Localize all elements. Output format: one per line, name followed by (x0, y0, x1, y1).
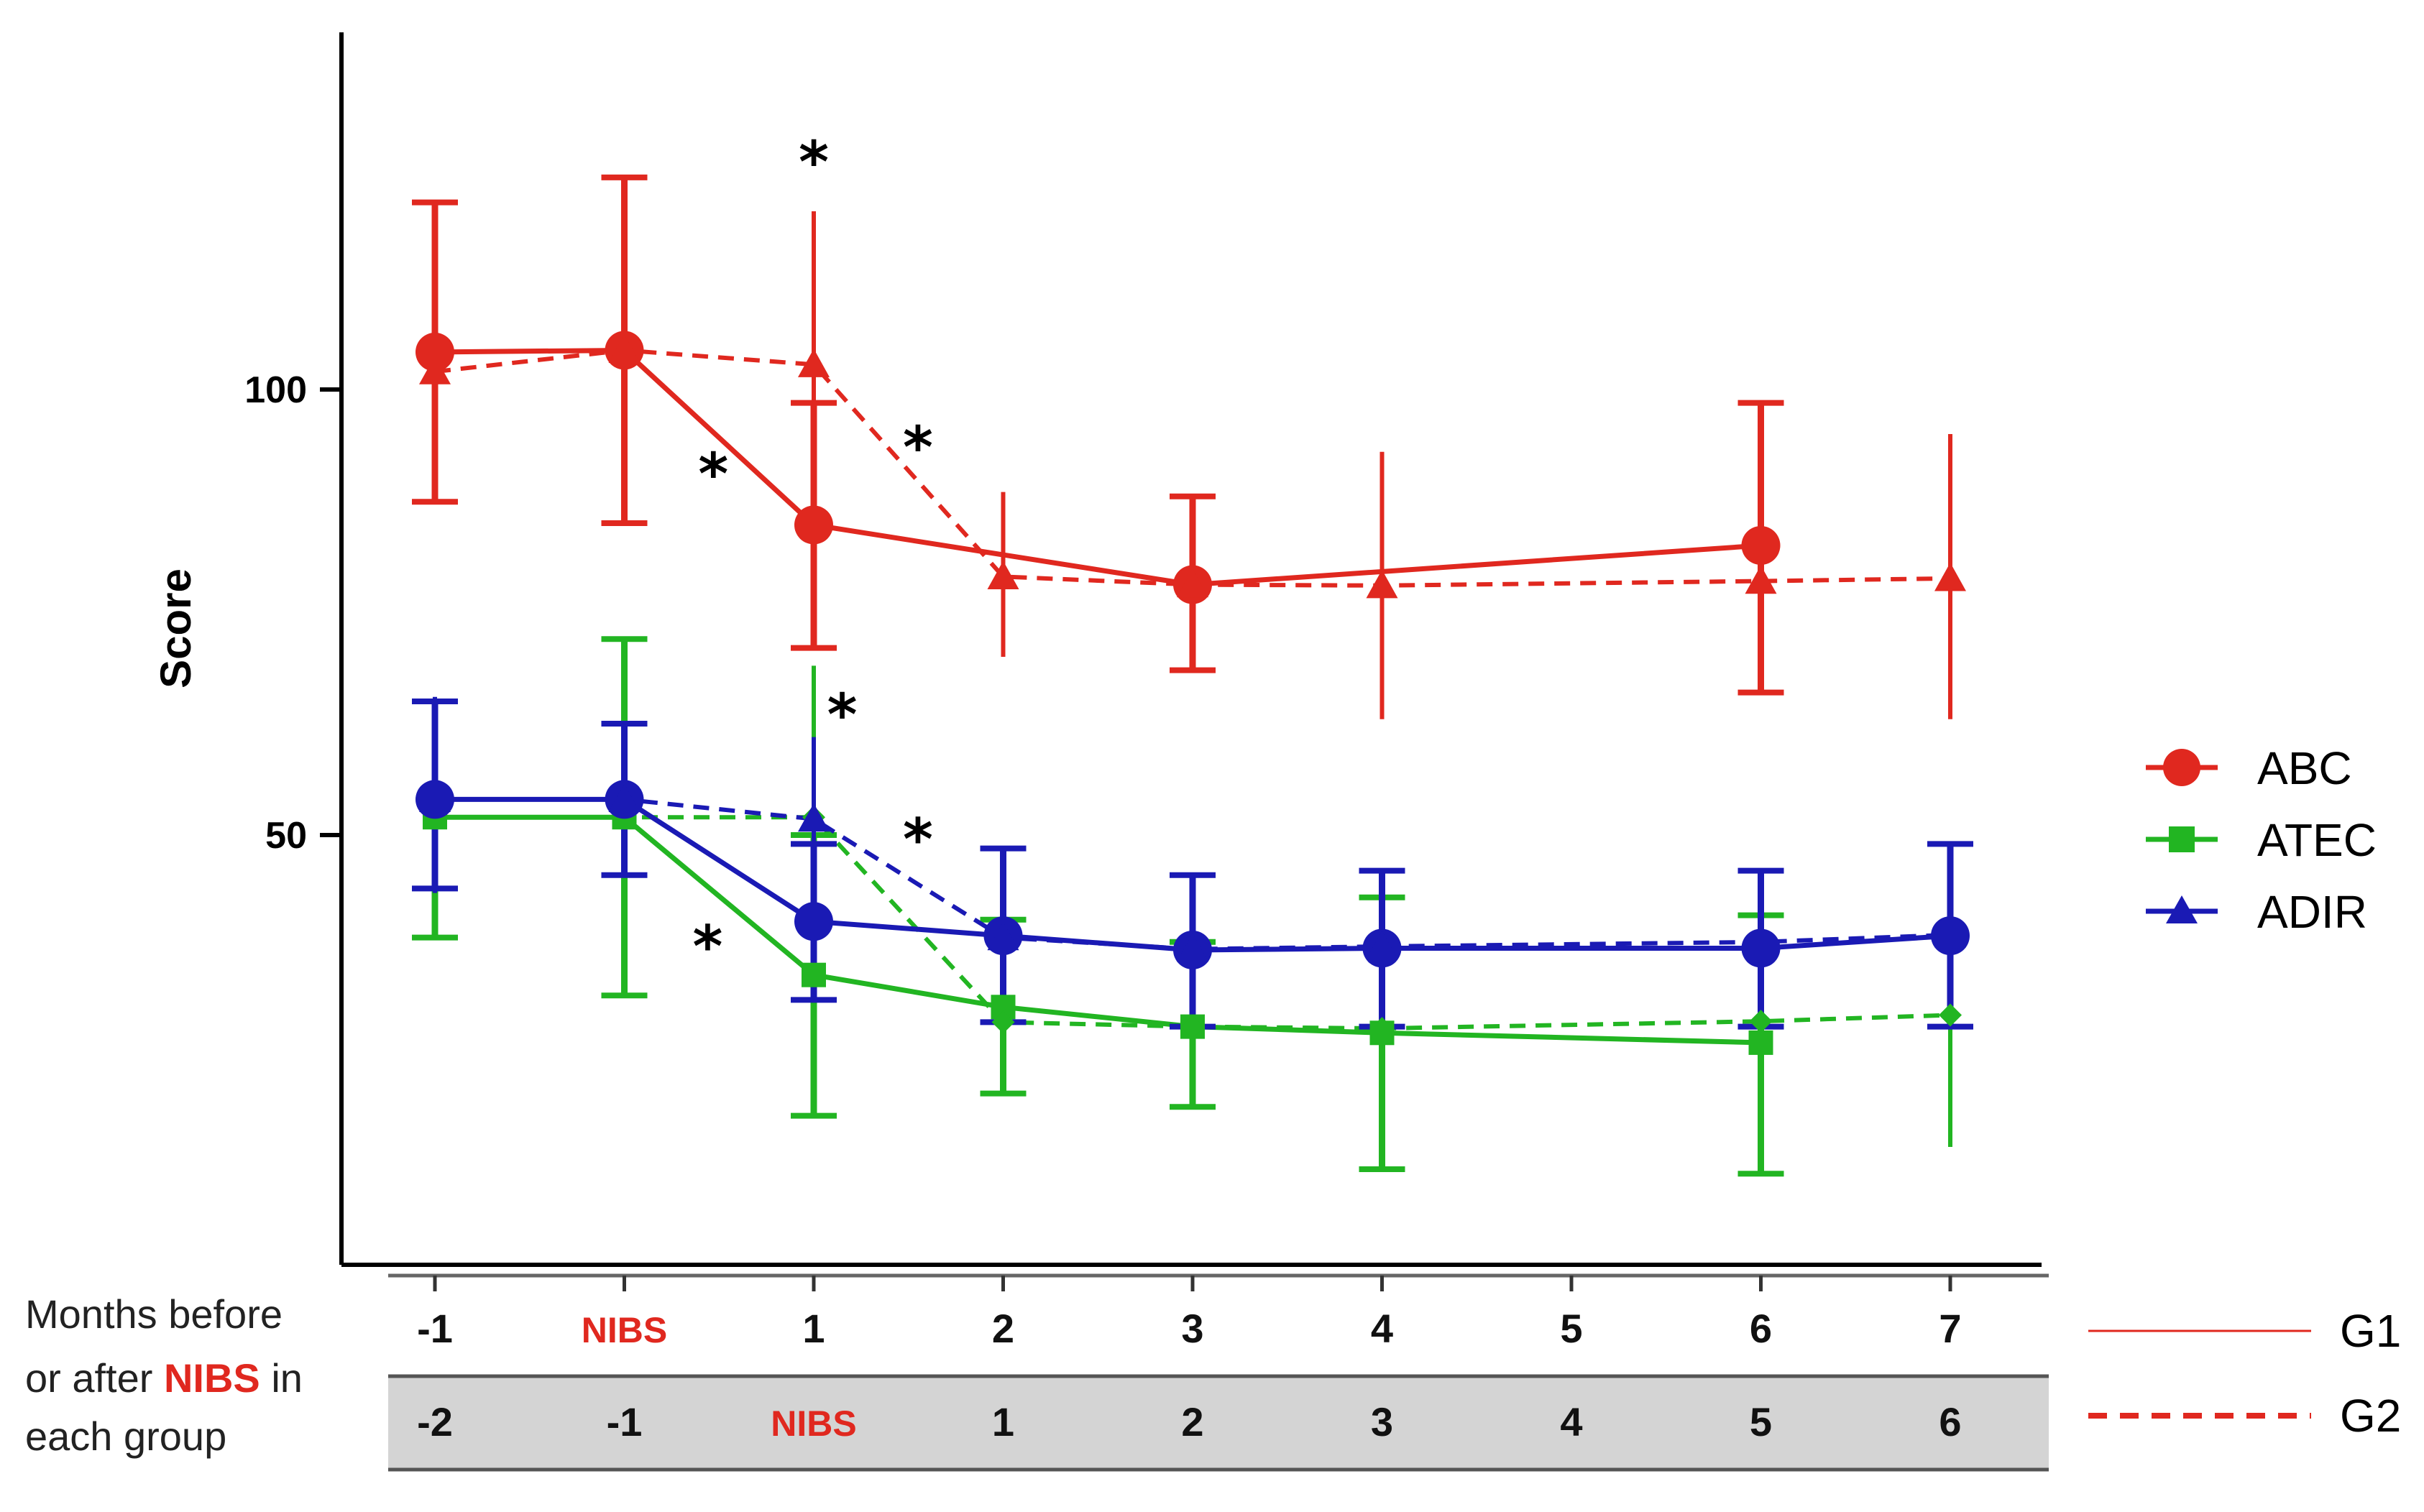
data-point-adir-g2 (1177, 933, 1208, 962)
data-point-adir-g2 (987, 921, 1019, 951)
g1-axis-label: 5 (1560, 1306, 1582, 1351)
data-point-adir-g1 (794, 902, 833, 941)
legend-label: G2 (2340, 1390, 2401, 1442)
legend-label: G1 (2340, 1305, 2401, 1357)
g1-axis-label: 3 (1181, 1306, 1203, 1351)
significance-asterisk: * (698, 441, 728, 508)
data-point-adir-g2 (798, 803, 830, 832)
data-point-atec-g2 (1181, 1015, 1204, 1038)
g2-axis-label: 1 (992, 1399, 1014, 1444)
series-line-adir-g2 (435, 797, 1951, 951)
data-point-abc-g1 (416, 332, 454, 372)
x-axis-description-part: or after (25, 1355, 164, 1401)
x-axis-description: or after NIBS in (25, 1355, 303, 1401)
y-tick-label: 50 (265, 815, 307, 857)
significance-asterisk: * (903, 806, 933, 873)
data-point-adir-g2 (419, 783, 451, 812)
g2-axis-label: 4 (1560, 1399, 1582, 1444)
data-point-abc-g2 (1177, 568, 1208, 598)
data-point-abc-g2 (1366, 569, 1398, 599)
g1-axis-label: 4 (1371, 1306, 1393, 1351)
data-point-abc-g2 (1745, 565, 1777, 594)
data-point-abc-g1 (1741, 526, 1781, 565)
y-tick-label: 100 (244, 369, 307, 411)
g1-axis-label: 1 (802, 1306, 825, 1351)
data-point-atec-g2 (1939, 1003, 1962, 1027)
significance-asterisk: * (693, 913, 723, 980)
g2-axis-label: 6 (1939, 1399, 1961, 1444)
data-point-abc-g2 (608, 334, 641, 364)
y-axis-label: Score (152, 568, 200, 688)
g1-axis-label: 6 (1750, 1306, 1772, 1351)
legend-marker-adir (2166, 895, 2198, 923)
x-axis-description: Months before (25, 1291, 283, 1337)
data-point-adir-g2 (1934, 918, 1966, 948)
data-point-adir-g2 (608, 783, 641, 812)
legend-marker-abc (2163, 749, 2200, 786)
significance-asterisk: * (799, 129, 829, 196)
g2-axis-label: -1 (607, 1399, 643, 1444)
data-point-abc-g2 (798, 349, 830, 377)
g2-axis-label: 2 (1181, 1399, 1203, 1444)
x-axis-description: each group (25, 1414, 226, 1459)
legend-label: ADIR (2257, 886, 2367, 938)
annotations: * * * * * * (693, 129, 933, 980)
significance-asterisk: * (827, 681, 858, 748)
g1-axis-label: 7 (1939, 1306, 1961, 1351)
g2-axis-label: 3 (1371, 1399, 1393, 1444)
series-line-atec-g1 (435, 814, 1761, 1046)
series-line-abc-g2 (434, 348, 1951, 588)
legend-label: ATEC (2257, 814, 2377, 866)
series-line-adir-g1 (435, 796, 1951, 953)
data-point-abc-g2 (987, 561, 1019, 589)
data-point-atec-g1 (1748, 1030, 1773, 1055)
data-point-abc-g1 (794, 505, 833, 545)
data-point-adir-g2 (1366, 931, 1398, 959)
data-point-abc-g2 (419, 356, 451, 384)
legend-label: ABC (2257, 742, 2352, 794)
data-point-abc-g2 (1934, 562, 1966, 591)
data-point-atec-g2 (1749, 1010, 1773, 1033)
g2-axis-label: 5 (1750, 1399, 1772, 1444)
g1-axis-label: 2 (992, 1306, 1014, 1351)
data-point-atec-g2 (991, 1010, 1015, 1034)
g2-axis-label: -2 (417, 1399, 453, 1444)
legend-marker-atec (2169, 826, 2195, 852)
x-axis-description-highlight: NIBS (164, 1355, 260, 1401)
markers (416, 331, 1970, 1055)
data-point-atec-g1 (802, 962, 826, 987)
g2-axis-label: NIBS (771, 1403, 856, 1444)
g1-axis-label: NIBS (582, 1310, 667, 1350)
legend: ABC ATEC ADIR G1 G2 (2088, 742, 2401, 1442)
x-axis-description-part: in (260, 1355, 303, 1401)
g2-axis-band (388, 1376, 2049, 1470)
axis-labels: -1 NIBS 1 2 3 4 5 6 7 -2 -1 NIBS 1 2 3 4 5 6 Months before… (25, 1273, 2049, 1472)
data-point-adir-g2 (1745, 926, 1777, 955)
series-line-abc-g1 (434, 347, 1761, 588)
axes: 50 100 Score (152, 32, 2042, 1267)
significance-asterisk: * (903, 414, 933, 481)
g1-axis-label: -1 (417, 1306, 453, 1351)
data-point-atec-g2 (1370, 1017, 1394, 1041)
